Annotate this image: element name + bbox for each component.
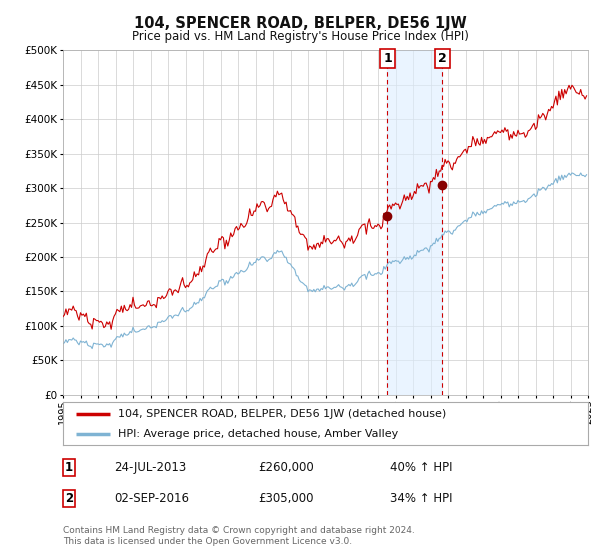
Text: 1: 1	[65, 461, 73, 474]
Text: 104, SPENCER ROAD, BELPER, DE56 1JW (detached house): 104, SPENCER ROAD, BELPER, DE56 1JW (det…	[118, 409, 446, 419]
Text: 02-SEP-2016: 02-SEP-2016	[114, 492, 189, 505]
Text: 104, SPENCER ROAD, BELPER, DE56 1JW: 104, SPENCER ROAD, BELPER, DE56 1JW	[134, 16, 466, 31]
Text: 24-JUL-2013: 24-JUL-2013	[114, 461, 186, 474]
Bar	[388, 50, 442, 395]
Text: 1: 1	[383, 52, 392, 65]
Text: Price paid vs. HM Land Registry's House Price Index (HPI): Price paid vs. HM Land Registry's House …	[131, 30, 469, 43]
Text: HPI: Average price, detached house, Amber Valley: HPI: Average price, detached house, Ambe…	[118, 430, 398, 439]
Text: Contains HM Land Registry data © Crown copyright and database right 2024.
This d: Contains HM Land Registry data © Crown c…	[63, 526, 415, 546]
Text: 40% ↑ HPI: 40% ↑ HPI	[390, 461, 452, 474]
Text: £260,000: £260,000	[258, 461, 314, 474]
Text: 34% ↑ HPI: 34% ↑ HPI	[390, 492, 452, 505]
Text: 2: 2	[438, 52, 446, 65]
Text: £305,000: £305,000	[258, 492, 314, 505]
Text: 2: 2	[65, 492, 73, 505]
